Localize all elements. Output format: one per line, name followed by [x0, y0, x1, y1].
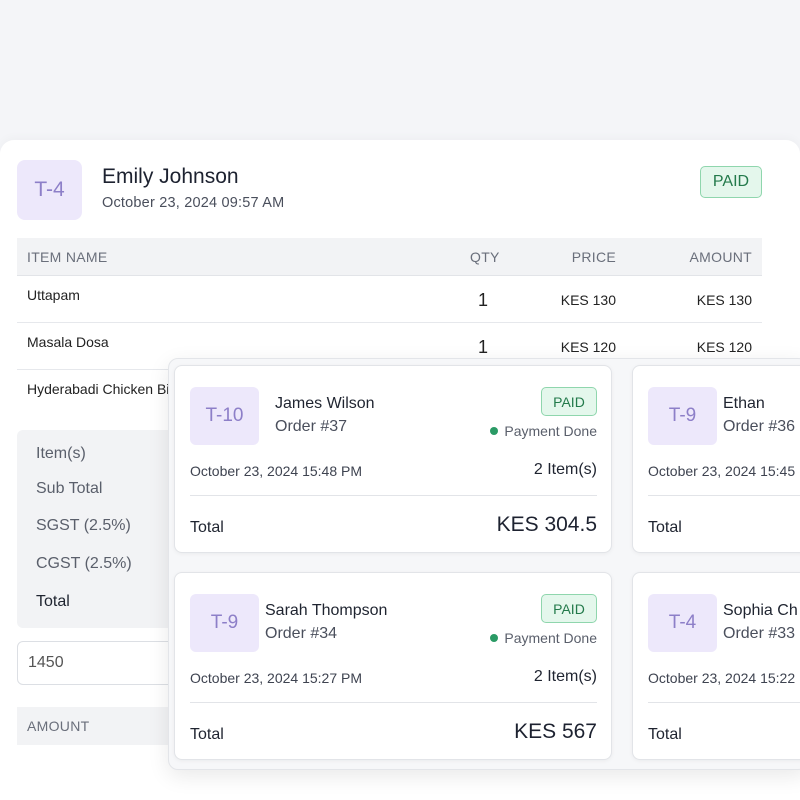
order-datetime: October 23, 2024 15:27 PM: [190, 670, 362, 686]
total-label: Total: [190, 519, 224, 536]
customer-name: Sarah Thompson: [265, 602, 388, 619]
items-count-label: Item(s): [36, 445, 86, 462]
table-badge: T-10: [190, 387, 259, 445]
item-amount: KES 120: [696, 339, 752, 355]
items-table: ITEM NAME QTY PRICE AMOUNT Uttapam 1 KES…: [17, 238, 762, 417]
order-card[interactable]: T-10 James Wilson Order #37 PAID Payment…: [174, 365, 612, 553]
order-datetime: October 23, 2024 15:48 PM: [190, 463, 362, 479]
items-table-header: ITEM NAME QTY PRICE AMOUNT: [17, 238, 762, 276]
item-price: KES 130: [560, 292, 616, 308]
order-datetime: October 23, 2024 09:57 AM: [102, 195, 285, 211]
table-badge: T-4: [648, 594, 717, 652]
order-number: Order #34: [265, 625, 338, 642]
table-row: Hyderabadi Chicken Biryani: [17, 370, 762, 417]
status-badge: PAID: [541, 387, 597, 416]
divider: [190, 702, 597, 703]
payment-status: Payment Done: [490, 423, 597, 439]
column-header-price: PRICE: [571, 248, 616, 265]
orders-grid: T-10 James Wilson Order #37 PAID Payment…: [168, 358, 800, 770]
order-card[interactable]: T-4 Sophia Ch Order #33 October 23, 2024…: [632, 572, 800, 760]
total-label: Total: [36, 593, 70, 610]
customer-name: Sophia Ch: [723, 602, 798, 619]
order-card[interactable]: T-9 Ethan Order #36 October 23, 2024 15:…: [632, 365, 800, 553]
order-number: Order #36: [723, 418, 796, 435]
item-count: 2 Item(s): [533, 668, 597, 685]
item-price: KES 120: [560, 339, 616, 355]
payment-status: Payment Done: [490, 630, 597, 646]
table-badge: T-9: [190, 594, 259, 652]
subtotal-label: Sub Total: [36, 480, 103, 497]
status-badge: PAID: [700, 166, 762, 198]
customer-name: James Wilson: [275, 395, 375, 412]
item-qty: 1: [478, 337, 489, 357]
item-name: Masala Dosa: [27, 334, 109, 350]
payment-status-text: Payment Done: [504, 423, 597, 439]
customer-name: Emily Johnson: [102, 165, 239, 188]
item-name: Hyderabadi Chicken Biryani: [27, 381, 200, 397]
divider: [190, 495, 597, 496]
column-header-item-name: ITEM NAME: [27, 248, 108, 265]
cgst-label: CGST (2.5%): [36, 555, 132, 572]
order-datetime: October 23, 2024 15:22 PM: [648, 670, 800, 686]
item-amount: KES 130: [696, 292, 752, 308]
order-number: Order #33: [723, 625, 796, 642]
table-row: Uttapam 1 KES 130 KES 130: [17, 276, 762, 323]
order-datetime: October 23, 2024 15:45 PM: [648, 463, 800, 479]
customer-name: Ethan: [723, 395, 765, 412]
column-header-qty: QTY: [470, 248, 500, 265]
column-header-amount: AMOUNT: [689, 248, 752, 265]
divider: [648, 702, 800, 703]
status-badge: PAID: [541, 594, 597, 623]
order-number: Order #37: [275, 418, 348, 435]
total-value: KES 304.5: [496, 513, 597, 536]
total-label: Total: [648, 726, 682, 743]
total-value: KES 567: [514, 720, 597, 743]
item-qty: 1: [478, 290, 489, 310]
divider: [648, 495, 800, 496]
status-dot-icon: [490, 427, 499, 435]
payment-status-text: Payment Done: [504, 630, 597, 646]
table-badge: T-9: [648, 387, 717, 445]
sgst-label: SGST (2.5%): [36, 517, 131, 534]
table-badge: T-4: [17, 160, 82, 220]
total-label: Total: [648, 519, 682, 536]
item-name: Uttapam: [27, 287, 80, 303]
item-count: 2 Item(s): [533, 461, 597, 478]
total-label: Total: [190, 726, 224, 743]
status-dot-icon: [490, 634, 499, 642]
order-card[interactable]: T-9 Sarah Thompson Order #34 PAID Paymen…: [174, 572, 612, 760]
